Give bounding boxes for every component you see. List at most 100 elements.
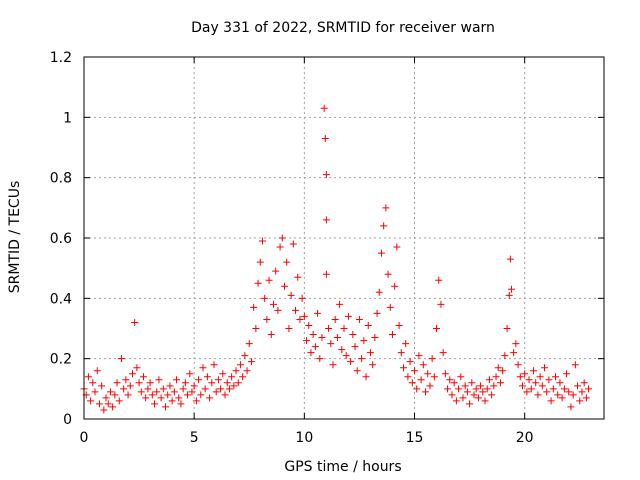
data-point <box>289 240 297 248</box>
data-point <box>285 325 293 332</box>
data-point <box>322 171 330 179</box>
data-point <box>208 379 216 387</box>
data-point <box>89 379 97 387</box>
data-point <box>287 291 295 299</box>
data-point <box>466 400 474 408</box>
data-point <box>139 373 147 381</box>
data-point <box>560 385 568 393</box>
axis-ticks: 0 5 10 15 20 0 0.2 0.4 0.6 0.8 1 1.2 <box>50 50 604 446</box>
data-point <box>272 267 280 275</box>
data-point <box>250 303 258 311</box>
data-point <box>278 234 286 242</box>
data-point <box>506 255 514 263</box>
data-point <box>435 276 443 284</box>
x-tick-label: 15 <box>406 430 424 446</box>
data-point <box>382 204 390 212</box>
data-point <box>369 361 377 369</box>
data-point <box>95 400 103 408</box>
data-point <box>415 352 423 360</box>
y-tick-label: 0 <box>63 412 72 428</box>
data-point <box>556 379 564 387</box>
data-point <box>311 343 319 351</box>
data-point <box>109 403 117 411</box>
data-point <box>543 388 551 396</box>
data-point <box>470 391 478 399</box>
data-point <box>292 306 300 314</box>
data-point <box>523 388 531 396</box>
data-point <box>433 325 441 332</box>
data-point <box>417 376 425 384</box>
data-point <box>567 403 575 411</box>
data-point <box>375 288 383 296</box>
data-point <box>485 376 493 384</box>
data-point <box>474 394 482 402</box>
data-point <box>135 379 143 387</box>
data-point <box>318 334 326 342</box>
data-point <box>115 397 123 405</box>
data-point <box>327 340 335 348</box>
data-point <box>529 367 537 375</box>
data-point <box>468 379 476 387</box>
data-point <box>351 343 359 351</box>
x-tick-label: 10 <box>295 430 313 446</box>
data-point <box>91 388 99 396</box>
data-point <box>93 367 101 375</box>
x-tick-label: 0 <box>80 430 89 446</box>
data-point <box>153 388 161 396</box>
data-point <box>281 282 289 290</box>
data-point <box>580 379 588 387</box>
data-point <box>228 373 236 381</box>
data-point <box>322 270 330 278</box>
data-point <box>214 376 222 384</box>
x-axis-label: GPS time / hours <box>284 459 401 475</box>
x-tick-label: 5 <box>190 430 199 446</box>
data-point <box>516 373 524 381</box>
y-tick-label: 1.2 <box>50 50 72 66</box>
data-point <box>263 315 271 323</box>
data-point <box>252 325 260 332</box>
data-point <box>512 340 520 348</box>
data-point <box>428 355 436 363</box>
data-point <box>452 397 460 405</box>
data-point <box>366 349 374 357</box>
data-point <box>274 306 282 314</box>
data-point <box>448 391 456 399</box>
data-point <box>527 385 535 393</box>
data-point <box>230 382 238 390</box>
data-point <box>186 370 194 378</box>
data-point <box>444 385 452 393</box>
data-point <box>545 376 553 384</box>
data-point <box>549 385 557 393</box>
data-point <box>488 391 496 399</box>
data-point <box>450 379 458 387</box>
data-point <box>419 361 427 369</box>
data-point <box>347 358 355 366</box>
data-point <box>490 382 498 390</box>
data-point <box>162 403 170 411</box>
data-point <box>547 397 555 405</box>
data-point <box>510 349 518 357</box>
data-point <box>340 325 348 332</box>
data-point <box>137 388 145 396</box>
data-point <box>234 379 242 387</box>
data-point <box>439 349 447 357</box>
data-point <box>585 385 593 393</box>
data-point <box>569 391 577 399</box>
data-point <box>298 294 306 302</box>
data-point <box>362 373 370 381</box>
data-point <box>192 397 200 405</box>
data-point <box>203 373 211 381</box>
data-point <box>402 340 410 348</box>
data-point <box>574 382 582 390</box>
data-point <box>157 394 165 402</box>
data-point <box>322 216 330 224</box>
data-point <box>177 400 185 408</box>
y-tick-label: 0.6 <box>50 231 72 247</box>
data-point <box>325 325 333 332</box>
data-point <box>142 394 150 402</box>
data-point <box>155 376 163 384</box>
data-point <box>505 291 513 299</box>
data-point <box>457 373 465 381</box>
data-point <box>503 325 511 332</box>
data-point <box>353 367 361 375</box>
